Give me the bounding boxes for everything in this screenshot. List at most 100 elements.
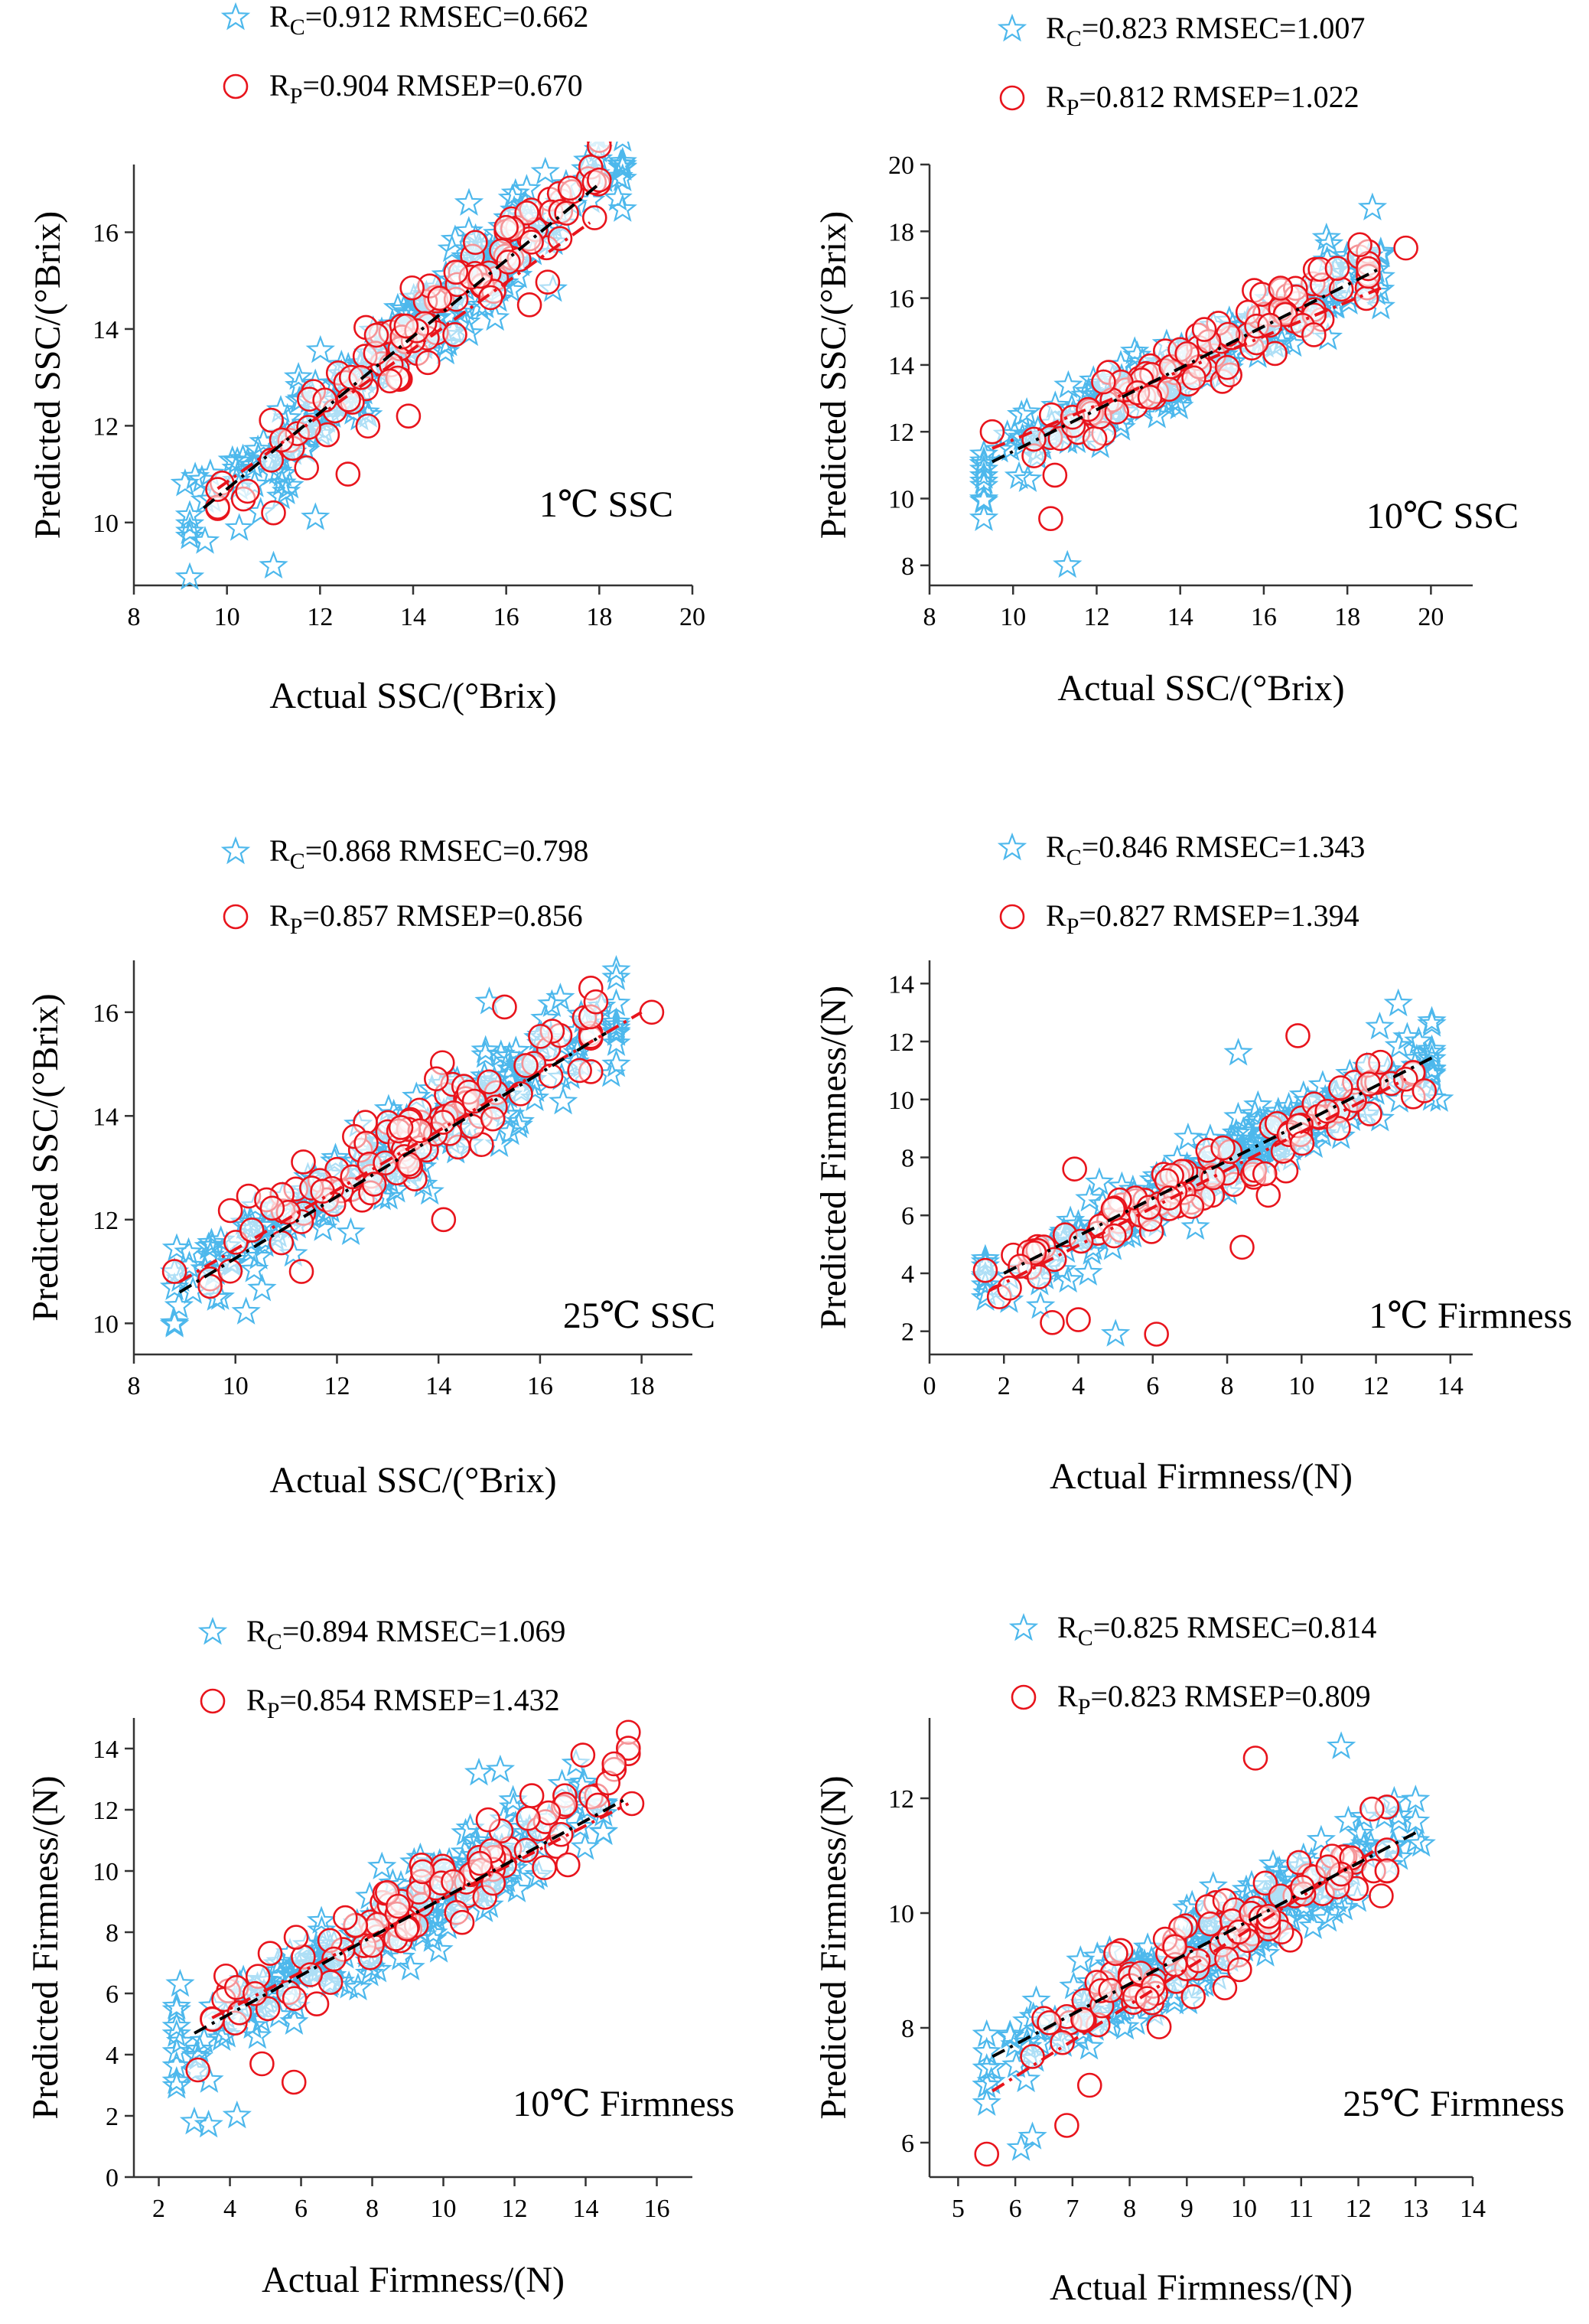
calibration-point [1073, 1257, 1103, 1286]
prediction-point [528, 1024, 553, 1049]
calibration-fit-line [194, 1796, 630, 2035]
prediction-point [547, 226, 573, 252]
y-tick-label: 12 [888, 419, 914, 447]
calibration-point [164, 1290, 194, 1319]
y-tick-label: 16 [93, 999, 119, 1028]
y-tick-label: 12 [93, 1207, 119, 1235]
prediction-point [557, 175, 583, 201]
legend-subscript: C [1078, 1625, 1093, 1651]
legend-entry-calibration: RC=0.868 RMSEC=0.798 [220, 833, 588, 874]
legend-circle-icon [1011, 1684, 1037, 1710]
x-tick-label: 8 [1221, 1372, 1234, 1400]
calibration-point [283, 361, 314, 390]
prediction-point [259, 1195, 285, 1221]
x-tick-label: 14 [425, 1372, 451, 1400]
plot-area [159, 954, 665, 1338]
calibration-point [174, 1237, 204, 1266]
legend-subscript: C [290, 849, 305, 874]
calibration-point [530, 156, 560, 185]
calibration-point [601, 962, 631, 991]
prediction-point [1146, 2014, 1172, 2039]
y-tick-label: 12 [888, 1785, 914, 1814]
prediction-point [393, 313, 419, 339]
y-tick-label: 14 [888, 352, 914, 380]
calibration-point [161, 2065, 191, 2094]
x-tick-label: 20 [1418, 603, 1444, 631]
panel-annotation: 10℃ Firmness [513, 2084, 734, 2124]
calibration-point [1006, 2133, 1036, 2161]
prediction-point [1200, 1165, 1226, 1191]
legend-stats: =0.857 RMSEP=0.856 [302, 898, 582, 933]
y-tick-label: 8 [901, 2015, 914, 2043]
x-tick-label: 14 [1438, 1372, 1464, 1400]
x-tick-label: 20 [679, 603, 705, 631]
legend-subscript: C [1066, 845, 1082, 870]
calibration-point [175, 516, 205, 545]
prediction-point [536, 1800, 562, 1826]
calibration-point [607, 149, 637, 178]
y-tick-label: 12 [93, 1797, 119, 1825]
prediction-point [1359, 1796, 1385, 1822]
x-tick-label: 10 [1288, 1372, 1314, 1400]
prediction-point [581, 205, 607, 230]
prediction-point [249, 2051, 275, 2077]
calibration-point [231, 1296, 261, 1325]
calibration-point [1180, 1211, 1210, 1240]
calibration-point [1401, 1785, 1431, 1813]
legend-entry-calibration: RC=0.846 RMSEC=1.343 [997, 830, 1365, 870]
x-tick-label: 8 [1123, 2195, 1136, 2223]
legend-r: R [1046, 80, 1066, 114]
prediction-point [1181, 365, 1206, 391]
calibration-point [343, 1972, 373, 2001]
calibration-point [613, 142, 632, 152]
legend-r: R [1046, 830, 1066, 864]
legend-text: RC=0.912 RMSEC=0.662 [269, 0, 588, 40]
prediction-point [1062, 1156, 1087, 1182]
y-tick-label: 4 [901, 1260, 914, 1289]
calibration-point [1417, 1034, 1447, 1063]
x-tick-label: 12 [1083, 603, 1109, 631]
x-axis-label: Actual SSC/(°Brix) [269, 1460, 556, 1501]
prediction-point [442, 321, 467, 347]
prediction-point [1021, 426, 1047, 452]
x-tick-label: 12 [502, 2195, 528, 2223]
calibration-point [1223, 1038, 1253, 1066]
prediction-point [1268, 275, 1294, 301]
calibration-point [1417, 1006, 1447, 1035]
prediction-point [1324, 256, 1350, 281]
legend-entry-calibration: RC=0.894 RMSEC=1.069 [197, 1614, 565, 1654]
legend-r: R [269, 0, 290, 34]
calibration-point [1417, 1044, 1447, 1072]
prediction-point [1356, 1071, 1382, 1097]
calibration-point [972, 2019, 1001, 2048]
prediction-fit-line [988, 1077, 1407, 1292]
legend-circle-icon [223, 904, 249, 930]
prediction-point [269, 427, 295, 453]
prediction-point [1257, 312, 1283, 338]
y-tick-label: 10 [93, 510, 119, 538]
legend-subscript: P [1066, 914, 1079, 939]
calibration-point [247, 1273, 277, 1302]
y-tick-label: 2 [901, 1318, 914, 1347]
prediction-point [410, 1859, 435, 1885]
legend-entry-calibration: RC=0.823 RMSEC=1.007 [997, 11, 1365, 51]
legend-r: R [1046, 898, 1066, 933]
legend-stats: =0.812 RMSEP=1.022 [1079, 80, 1359, 114]
legend-circle-icon [999, 85, 1025, 111]
prediction-fit-line [991, 286, 1382, 450]
calibration-point [1298, 1911, 1328, 1939]
y-tick-label: 8 [901, 552, 914, 581]
calibration-point [305, 334, 335, 363]
calibration-point [601, 1012, 631, 1041]
prediction-point [1285, 1023, 1311, 1048]
calibration-point [464, 1757, 494, 1786]
calibration-point [545, 983, 575, 1011]
calibration-point [161, 2036, 191, 2065]
calibration-point [1013, 464, 1043, 492]
x-axis-label: Actual Firmness/(N) [262, 2260, 565, 2300]
calibration-point [1314, 229, 1344, 257]
prediction-point [1054, 2113, 1079, 2138]
calibration-point [224, 513, 254, 541]
y-axis-label: Predicted SSC/(°Brix) [813, 211, 854, 539]
calibration-point [607, 146, 637, 175]
